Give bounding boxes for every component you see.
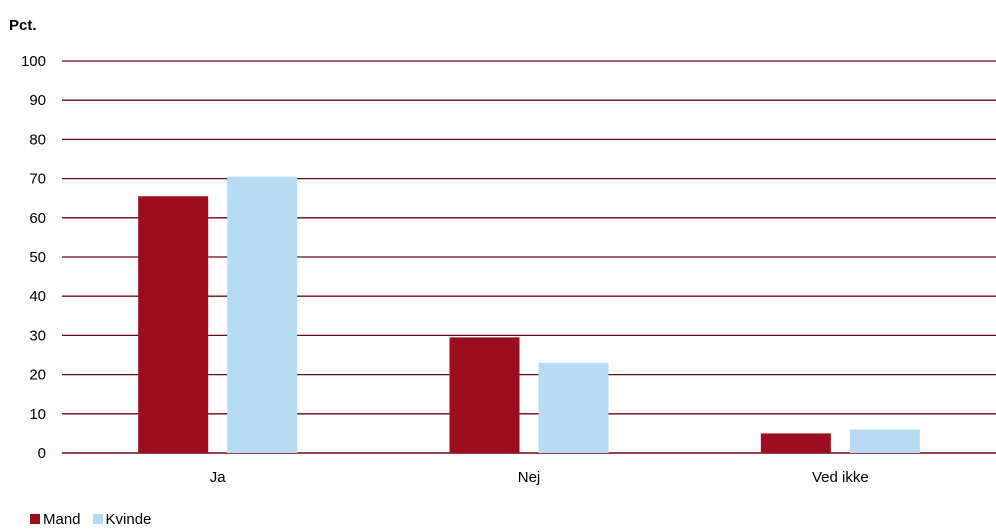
legend-swatch-kvinde xyxy=(92,514,103,524)
legend-item-kvinde: Kvinde xyxy=(92,510,152,528)
y-tick-label-0: 0 xyxy=(38,445,46,462)
y-tick-label-30: 30 xyxy=(29,327,46,344)
y-tick-label-10: 10 xyxy=(29,406,46,423)
y-axis-ticks: 0 10 20 30 40 50 60 70 80 90 100 xyxy=(21,53,46,462)
y-tick-label-80: 80 xyxy=(29,131,46,148)
legend-swatch-mand xyxy=(30,514,40,524)
y-tick-label-20: 20 xyxy=(29,367,46,384)
y-tick-label-100: 100 xyxy=(21,53,46,70)
legend-label-kvinde: Kvinde xyxy=(105,510,152,528)
y-tick-label-70: 70 xyxy=(29,171,46,188)
legend-item-mand: Mand xyxy=(30,511,81,528)
y-tick-label-60: 60 xyxy=(29,210,46,227)
legend-label-mand: Mand xyxy=(43,510,81,528)
x-axis-categories: Ja Nej Ved ikke xyxy=(210,469,869,486)
bar-chart: Pct. 0 10 20 30 40 50 60 70 80 90 100 Ja Nej Ved ikk… xyxy=(9,17,996,486)
y-tick-label-90: 90 xyxy=(29,92,46,109)
bar-kvinde-ja xyxy=(227,176,298,453)
y-tick-label-50: 50 xyxy=(29,249,46,266)
legend: Mand Kvinde xyxy=(30,510,163,528)
gridlines xyxy=(62,60,996,454)
x-category-label: Nej xyxy=(518,469,541,486)
bars xyxy=(138,176,920,454)
bar-mand-nej xyxy=(449,337,520,453)
x-category-label: Ja xyxy=(210,469,227,486)
bar-mand-ja xyxy=(138,196,209,454)
y-axis-unit-label: Pct. xyxy=(9,17,37,34)
bar-kvinde-nej xyxy=(538,362,609,453)
bar-kvinde-ved-ikke xyxy=(849,429,920,453)
x-category-label: Ved ikke xyxy=(812,469,869,486)
bar-mand-ved-ikke xyxy=(760,433,831,453)
y-tick-label-40: 40 xyxy=(29,288,46,305)
